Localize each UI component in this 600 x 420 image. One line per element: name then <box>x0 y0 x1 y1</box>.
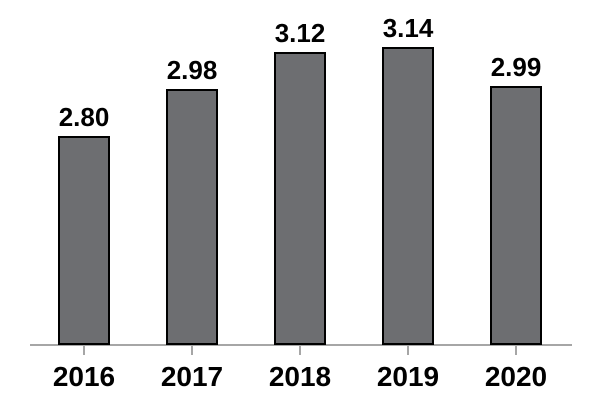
value-label-2019: 3.14 <box>382 13 434 43</box>
bar-2019 <box>382 47 434 345</box>
x-tick-2016 <box>83 346 85 355</box>
x-tick-2018 <box>299 346 301 355</box>
bar-2017 <box>166 89 218 345</box>
bar-2020 <box>490 86 542 345</box>
category-label-2019: 2019 <box>376 361 440 392</box>
category-label-2016: 2016 <box>52 361 116 392</box>
category-label-2017: 2017 <box>160 361 224 392</box>
x-axis-line <box>30 344 572 346</box>
value-label-2020: 2.99 <box>490 52 542 82</box>
x-tick-2020 <box>515 346 517 355</box>
category-label-2018: 2018 <box>268 361 332 392</box>
value-label-2018: 3.12 <box>274 18 326 48</box>
value-label-2016: 2.80 <box>58 102 110 132</box>
x-tick-2019 <box>407 346 409 355</box>
x-tick-2017 <box>191 346 193 355</box>
bar-2018 <box>274 52 326 345</box>
value-label-2017: 2.98 <box>166 55 218 85</box>
bar-2016 <box>58 136 110 345</box>
category-label-2020: 2020 <box>484 361 548 392</box>
